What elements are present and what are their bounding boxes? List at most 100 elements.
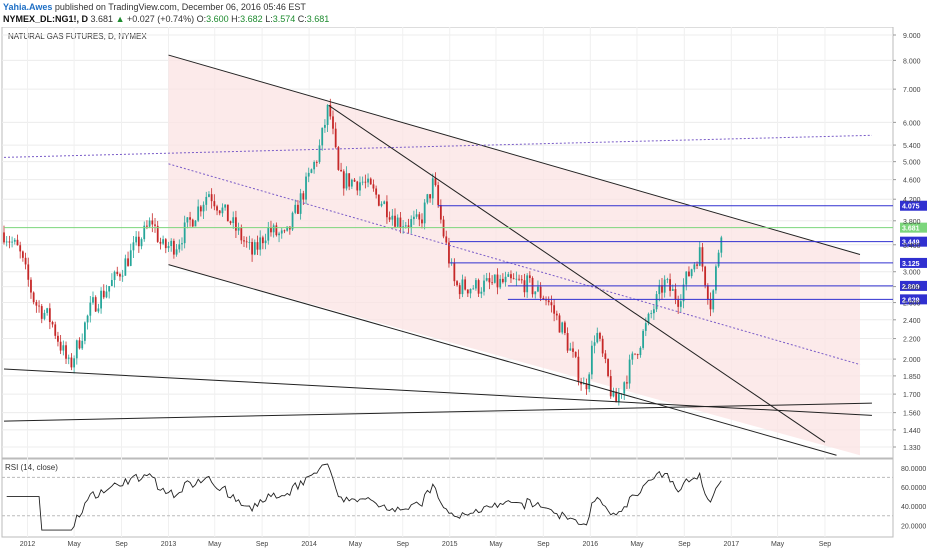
candle-body <box>372 184 375 189</box>
price-level-value: 3.125 <box>902 261 920 268</box>
candle-body <box>302 193 305 200</box>
candle-body <box>51 322 54 325</box>
candle-body <box>423 202 426 224</box>
y-tick-label: 1.700 <box>903 392 921 399</box>
candle-body <box>32 292 35 303</box>
candle-body <box>701 247 704 267</box>
candle-body <box>709 299 712 310</box>
candle-body <box>299 193 302 214</box>
candle-body <box>388 217 391 220</box>
candle-body <box>81 340 84 349</box>
candle-body <box>243 240 245 242</box>
candle-body <box>485 278 488 281</box>
candle-body <box>210 194 213 202</box>
candle-body <box>3 232 5 243</box>
candle-body <box>259 237 262 250</box>
candle-body <box>329 104 332 117</box>
price-axis[interactable]: 9.000 8.000 7.000 6.000 5.400 5.000 4.600 4.200… <box>893 33 921 452</box>
dotted-trend-line <box>3 134 872 158</box>
price-level-badge <box>900 200 927 211</box>
candle-body <box>224 204 227 208</box>
close-value: 3.681 <box>306 14 330 24</box>
candle-body <box>151 220 154 225</box>
candle-body <box>186 217 189 223</box>
price-level-value: 2.639 <box>902 297 920 304</box>
y-tick-label: 1.560 <box>903 411 921 418</box>
x-tick-label: Sep <box>396 541 409 548</box>
candle-body <box>221 207 224 214</box>
candle-body <box>75 340 78 359</box>
candle-body <box>318 145 321 163</box>
candle-body <box>612 391 615 397</box>
trend-line <box>168 264 837 456</box>
candle-body <box>132 242 135 251</box>
candle-body <box>607 358 609 377</box>
candle-body <box>555 313 558 316</box>
candle-body <box>270 227 272 233</box>
candle-body <box>86 315 89 323</box>
candle-body <box>596 332 599 343</box>
candle-body <box>421 219 423 224</box>
candle-body <box>566 333 569 351</box>
candle-body <box>154 224 156 226</box>
trend-line <box>328 105 826 443</box>
candle-body <box>429 194 431 199</box>
candle-body <box>345 173 348 189</box>
price-level-value: 2.809 <box>902 284 920 291</box>
candle-body <box>677 299 680 307</box>
candle-body <box>84 322 86 341</box>
rsi-tick-label: 40.0000 <box>901 504 926 511</box>
candle-body <box>599 332 601 339</box>
y-tick-label: 5.000 <box>903 160 921 167</box>
candle-body <box>102 290 105 298</box>
trend-line <box>3 368 872 416</box>
candle-body <box>108 286 111 292</box>
candle-body <box>526 275 529 293</box>
candle-body <box>283 230 286 232</box>
candle-body <box>248 242 251 243</box>
candle-body <box>38 305 40 307</box>
candle-body <box>369 178 372 185</box>
candle-body <box>715 266 717 291</box>
trend-line <box>3 402 872 422</box>
candle-body <box>218 210 221 214</box>
channel-fill <box>168 55 861 456</box>
y-tick-label: 4.200 <box>903 197 921 204</box>
y-tick-label: 6.000 <box>903 120 921 127</box>
candle-body <box>507 274 510 277</box>
candle-body <box>367 178 369 183</box>
candle-body <box>240 227 243 241</box>
publish-line: Yahia.Awes published on TradingView.com,… <box>3 1 903 13</box>
candle-body <box>545 299 547 301</box>
candle-body <box>426 194 429 203</box>
candle-body <box>593 342 596 346</box>
candle-body <box>229 221 232 224</box>
publish-info: published on TradingView.com, December 0… <box>54 2 306 12</box>
candle-body <box>57 335 59 342</box>
candle-body <box>129 250 132 266</box>
candle-body <box>356 181 359 191</box>
candle-body <box>679 301 682 307</box>
candle-body <box>674 289 677 300</box>
candle-body <box>542 297 545 300</box>
candle-body <box>512 278 515 280</box>
candle-body <box>261 237 264 244</box>
candle-body <box>137 236 140 247</box>
candle-body <box>466 289 469 294</box>
candle-body <box>391 215 394 220</box>
candle-body <box>661 285 663 293</box>
candle-body <box>396 217 399 227</box>
candle-body <box>636 354 639 356</box>
candle-body <box>472 288 475 290</box>
candle-body <box>342 171 345 189</box>
candle-body <box>569 348 572 351</box>
candle-body <box>256 242 259 250</box>
candle-body <box>30 279 32 293</box>
candle-body <box>135 236 138 243</box>
candle-body <box>264 240 267 244</box>
author-link[interactable]: Yahia.Awes <box>3 2 53 12</box>
open-value: 3.600 <box>206 14 229 24</box>
time-axis[interactable]: 2012 May Sep 2013 May Sep 2014 May Sep 2015 May Sep… <box>20 541 832 548</box>
price-chart[interactable]: NATURAL GAS FUTURES, D, NYMEX RSI (14, c… <box>0 27 932 550</box>
candle-body <box>717 252 720 267</box>
